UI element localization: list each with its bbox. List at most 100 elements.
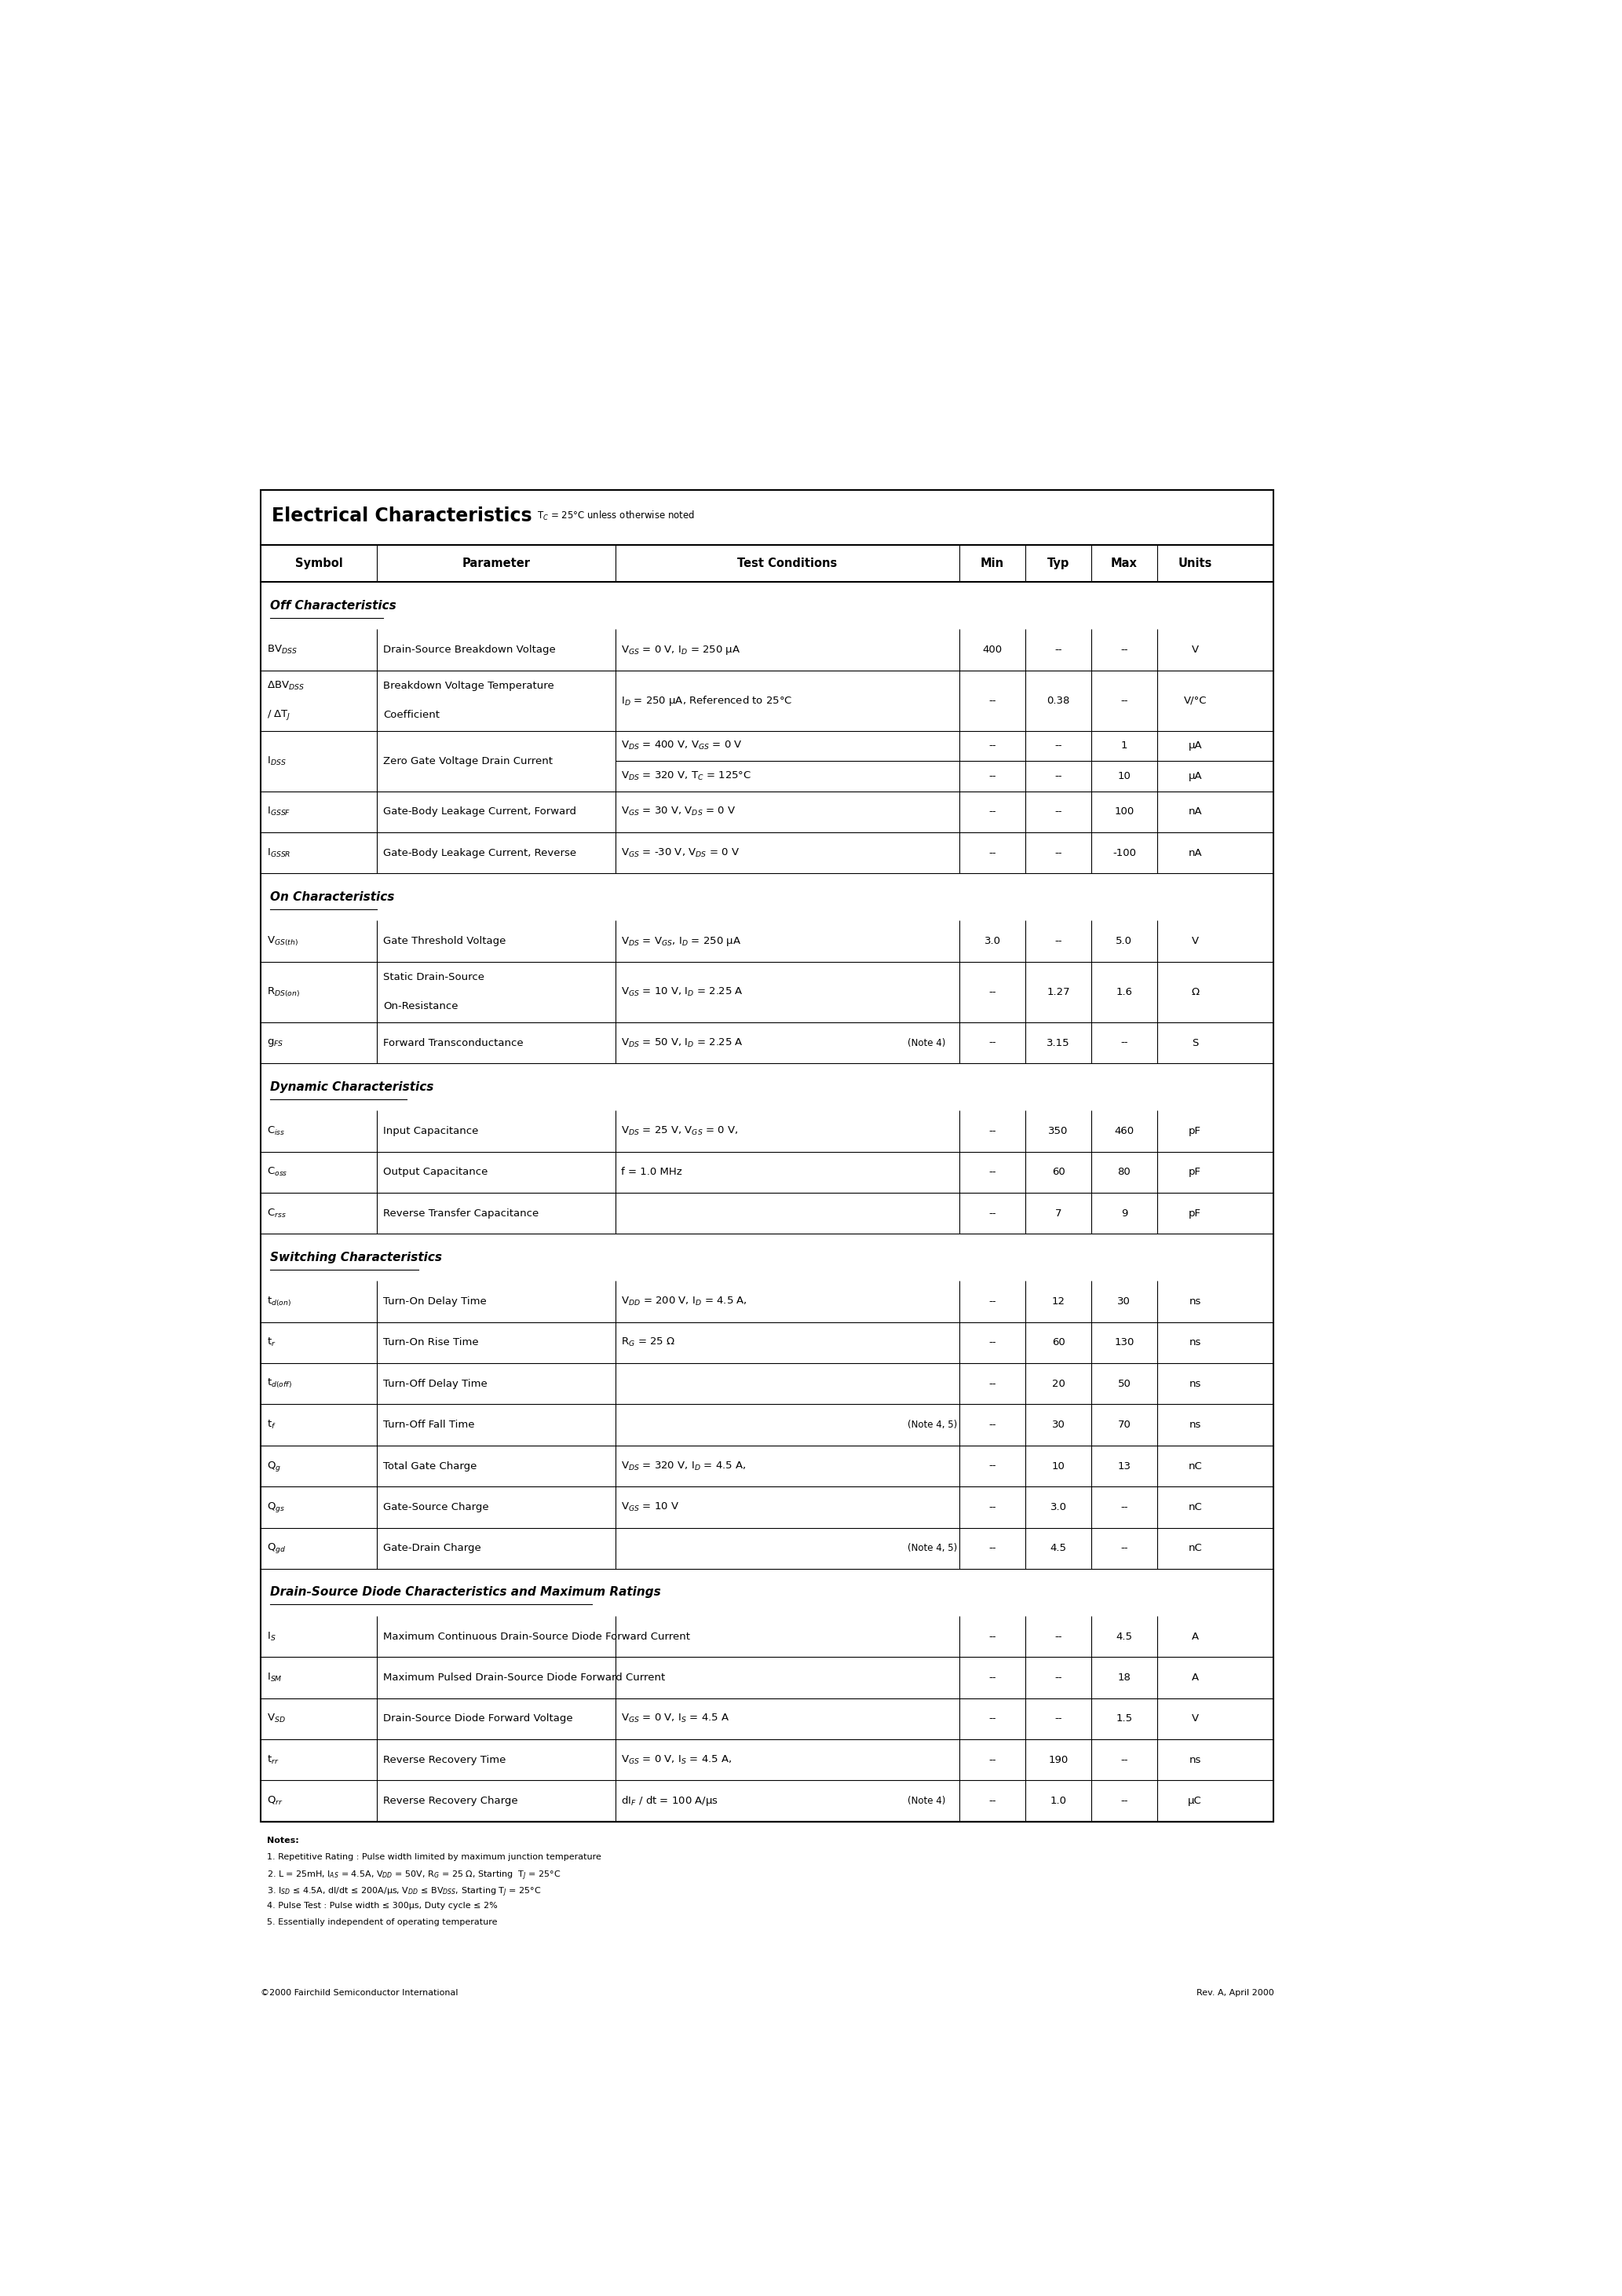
Text: Total Gate Charge: Total Gate Charge — [383, 1460, 477, 1472]
Text: 460: 460 — [1114, 1125, 1134, 1137]
Text: Static Drain-Source: Static Drain-Source — [383, 974, 485, 983]
Text: nA: nA — [1189, 847, 1202, 859]
Text: Turn-On Delay Time: Turn-On Delay Time — [383, 1297, 487, 1306]
Text: (Note 4, 5): (Note 4, 5) — [908, 1543, 957, 1554]
Text: (Note 4, 5): (Note 4, 5) — [908, 1419, 957, 1430]
Text: A: A — [1192, 1671, 1199, 1683]
Text: --: -- — [1121, 1502, 1127, 1513]
Text: 5.0: 5.0 — [1116, 937, 1132, 946]
Text: --: -- — [989, 1713, 996, 1724]
Text: On-Resistance: On-Resistance — [383, 1001, 457, 1013]
Text: V$_{GS}$ = 0 V, I$_S$ = 4.5 A: V$_{GS}$ = 0 V, I$_S$ = 4.5 A — [621, 1713, 730, 1724]
Text: V$_{GS}$ = 30 V, V$_{DS}$ = 0 V: V$_{GS}$ = 30 V, V$_{DS}$ = 0 V — [621, 806, 736, 817]
Text: BV$_{DSS}$: BV$_{DSS}$ — [266, 643, 297, 657]
Text: Turn-On Rise Time: Turn-On Rise Time — [383, 1339, 478, 1348]
Text: Forward Transconductance: Forward Transconductance — [383, 1038, 524, 1047]
Text: 30: 30 — [1118, 1297, 1131, 1306]
Text: Turn-Off Delay Time: Turn-Off Delay Time — [383, 1378, 487, 1389]
Text: --: -- — [1054, 742, 1062, 751]
Text: 10: 10 — [1118, 771, 1131, 781]
Text: 1.27: 1.27 — [1046, 987, 1071, 996]
Text: V$_{DS}$ = 320 V, T$_C$ = 125°C: V$_{DS}$ = 320 V, T$_C$ = 125°C — [621, 769, 751, 783]
Text: 3.0: 3.0 — [985, 937, 1001, 946]
Text: C$_{oss}$: C$_{oss}$ — [266, 1166, 287, 1178]
Text: 60: 60 — [1051, 1166, 1066, 1178]
Text: 350: 350 — [1048, 1125, 1069, 1137]
Text: V: V — [1192, 1713, 1199, 1724]
Text: Max: Max — [1111, 558, 1137, 569]
Text: ns: ns — [1189, 1297, 1202, 1306]
Text: 70: 70 — [1118, 1419, 1131, 1430]
Text: --: -- — [989, 1502, 996, 1513]
Text: I$_{SM}$: I$_{SM}$ — [266, 1671, 282, 1683]
Text: Min: Min — [981, 558, 1004, 569]
Text: Gate-Body Leakage Current, Reverse: Gate-Body Leakage Current, Reverse — [383, 847, 576, 859]
Text: V$_{DS}$ = 400 V, V$_{GS}$ = 0 V: V$_{DS}$ = 400 V, V$_{GS}$ = 0 V — [621, 739, 743, 751]
Text: nC: nC — [1189, 1502, 1202, 1513]
Text: V$_{GS}$ = -30 V, V$_{DS}$ = 0 V: V$_{GS}$ = -30 V, V$_{DS}$ = 0 V — [621, 847, 740, 859]
Text: Test Conditions: Test Conditions — [738, 558, 837, 569]
Text: nC: nC — [1189, 1460, 1202, 1472]
Text: 130: 130 — [1114, 1339, 1134, 1348]
Text: μA: μA — [1189, 742, 1202, 751]
Text: V$_{DS}$ = 25 V, V$_{GS}$ = 0 V,: V$_{DS}$ = 25 V, V$_{GS}$ = 0 V, — [621, 1125, 738, 1137]
Text: 1.6: 1.6 — [1116, 987, 1132, 996]
Text: ΔBV$_{DSS}$: ΔBV$_{DSS}$ — [266, 680, 305, 691]
Text: nA: nA — [1189, 806, 1202, 817]
Text: t$_f$: t$_f$ — [266, 1419, 276, 1430]
Text: pF: pF — [1189, 1125, 1202, 1137]
Text: (Note 4): (Note 4) — [908, 1795, 946, 1807]
Text: Reverse Recovery Charge: Reverse Recovery Charge — [383, 1795, 517, 1807]
Text: Reverse Recovery Time: Reverse Recovery Time — [383, 1754, 506, 1766]
Text: I$_S$: I$_S$ — [266, 1630, 276, 1642]
Text: nC: nC — [1189, 1543, 1202, 1554]
Text: V$_{GS}$ = 0 V, I$_S$ = 4.5 A,: V$_{GS}$ = 0 V, I$_S$ = 4.5 A, — [621, 1754, 732, 1766]
Text: Q$_{gd}$: Q$_{gd}$ — [266, 1541, 285, 1554]
Text: --: -- — [989, 742, 996, 751]
Text: --: -- — [989, 1671, 996, 1683]
Text: On Characteristics: On Characteristics — [269, 891, 394, 902]
Text: pF: pF — [1189, 1208, 1202, 1219]
Text: 30: 30 — [1051, 1419, 1066, 1430]
Text: --: -- — [989, 1795, 996, 1807]
Text: --: -- — [989, 1208, 996, 1219]
Text: --: -- — [989, 1543, 996, 1554]
Text: FQP5N40: FQP5N40 — [1345, 636, 1374, 794]
Text: A: A — [1192, 1632, 1199, 1642]
Text: --: -- — [989, 771, 996, 781]
Text: ns: ns — [1189, 1419, 1202, 1430]
Text: V$_{GS}$ = 0 V, I$_D$ = 250 μA: V$_{GS}$ = 0 V, I$_D$ = 250 μA — [621, 643, 741, 657]
Text: V$_{DD}$ = 200 V, I$_D$ = 4.5 A,: V$_{DD}$ = 200 V, I$_D$ = 4.5 A, — [621, 1295, 748, 1306]
Text: Breakdown Voltage Temperature: Breakdown Voltage Temperature — [383, 682, 555, 691]
Text: 3.15: 3.15 — [1046, 1038, 1071, 1047]
Text: --: -- — [989, 696, 996, 705]
Text: --: -- — [1054, 1632, 1062, 1642]
Text: 5. Essentially independent of operating temperature: 5. Essentially independent of operating … — [266, 1917, 496, 1926]
Text: 4.5: 4.5 — [1049, 1543, 1067, 1554]
Text: --: -- — [989, 987, 996, 996]
Text: Drain-Source Diode Forward Voltage: Drain-Source Diode Forward Voltage — [383, 1713, 573, 1724]
Text: 4. Pulse Test : Pulse width ≤ 300μs, Duty cycle ≤ 2%: 4. Pulse Test : Pulse width ≤ 300μs, Dut… — [266, 1901, 498, 1910]
Text: --: -- — [1121, 1795, 1127, 1807]
Text: Symbol: Symbol — [295, 558, 342, 569]
Text: V$_{SD}$: V$_{SD}$ — [266, 1713, 285, 1724]
Text: 18: 18 — [1118, 1671, 1131, 1683]
Text: C$_{rss}$: C$_{rss}$ — [266, 1208, 285, 1219]
Text: Drain-Source Diode Characteristics and Maximum Ratings: Drain-Source Diode Characteristics and M… — [269, 1587, 660, 1598]
Text: T$_C$ = 25°C unless otherwise noted: T$_C$ = 25°C unless otherwise noted — [537, 510, 696, 521]
Text: Units: Units — [1178, 558, 1212, 569]
Text: ns: ns — [1189, 1339, 1202, 1348]
Bar — [1304, 489, 1413, 941]
Text: 1. Repetitive Rating : Pulse width limited by maximum junction temperature: 1. Repetitive Rating : Pulse width limit… — [266, 1853, 602, 1860]
Text: t$_r$: t$_r$ — [266, 1336, 276, 1348]
Text: --: -- — [1054, 645, 1062, 654]
Text: g$_{FS}$: g$_{FS}$ — [266, 1038, 284, 1049]
Text: V: V — [1192, 645, 1199, 654]
Text: I$_{DSS}$: I$_{DSS}$ — [266, 755, 285, 767]
Text: V$_{DS}$ = 320 V, I$_D$ = 4.5 A,: V$_{DS}$ = 320 V, I$_D$ = 4.5 A, — [621, 1460, 746, 1472]
Text: --: -- — [1121, 696, 1127, 705]
Text: V$_{GS}$ = 10 V: V$_{GS}$ = 10 V — [621, 1502, 680, 1513]
Text: Gate-Source Charge: Gate-Source Charge — [383, 1502, 488, 1513]
Text: 7: 7 — [1054, 1208, 1062, 1219]
Text: Gate Threshold Voltage: Gate Threshold Voltage — [383, 937, 506, 946]
